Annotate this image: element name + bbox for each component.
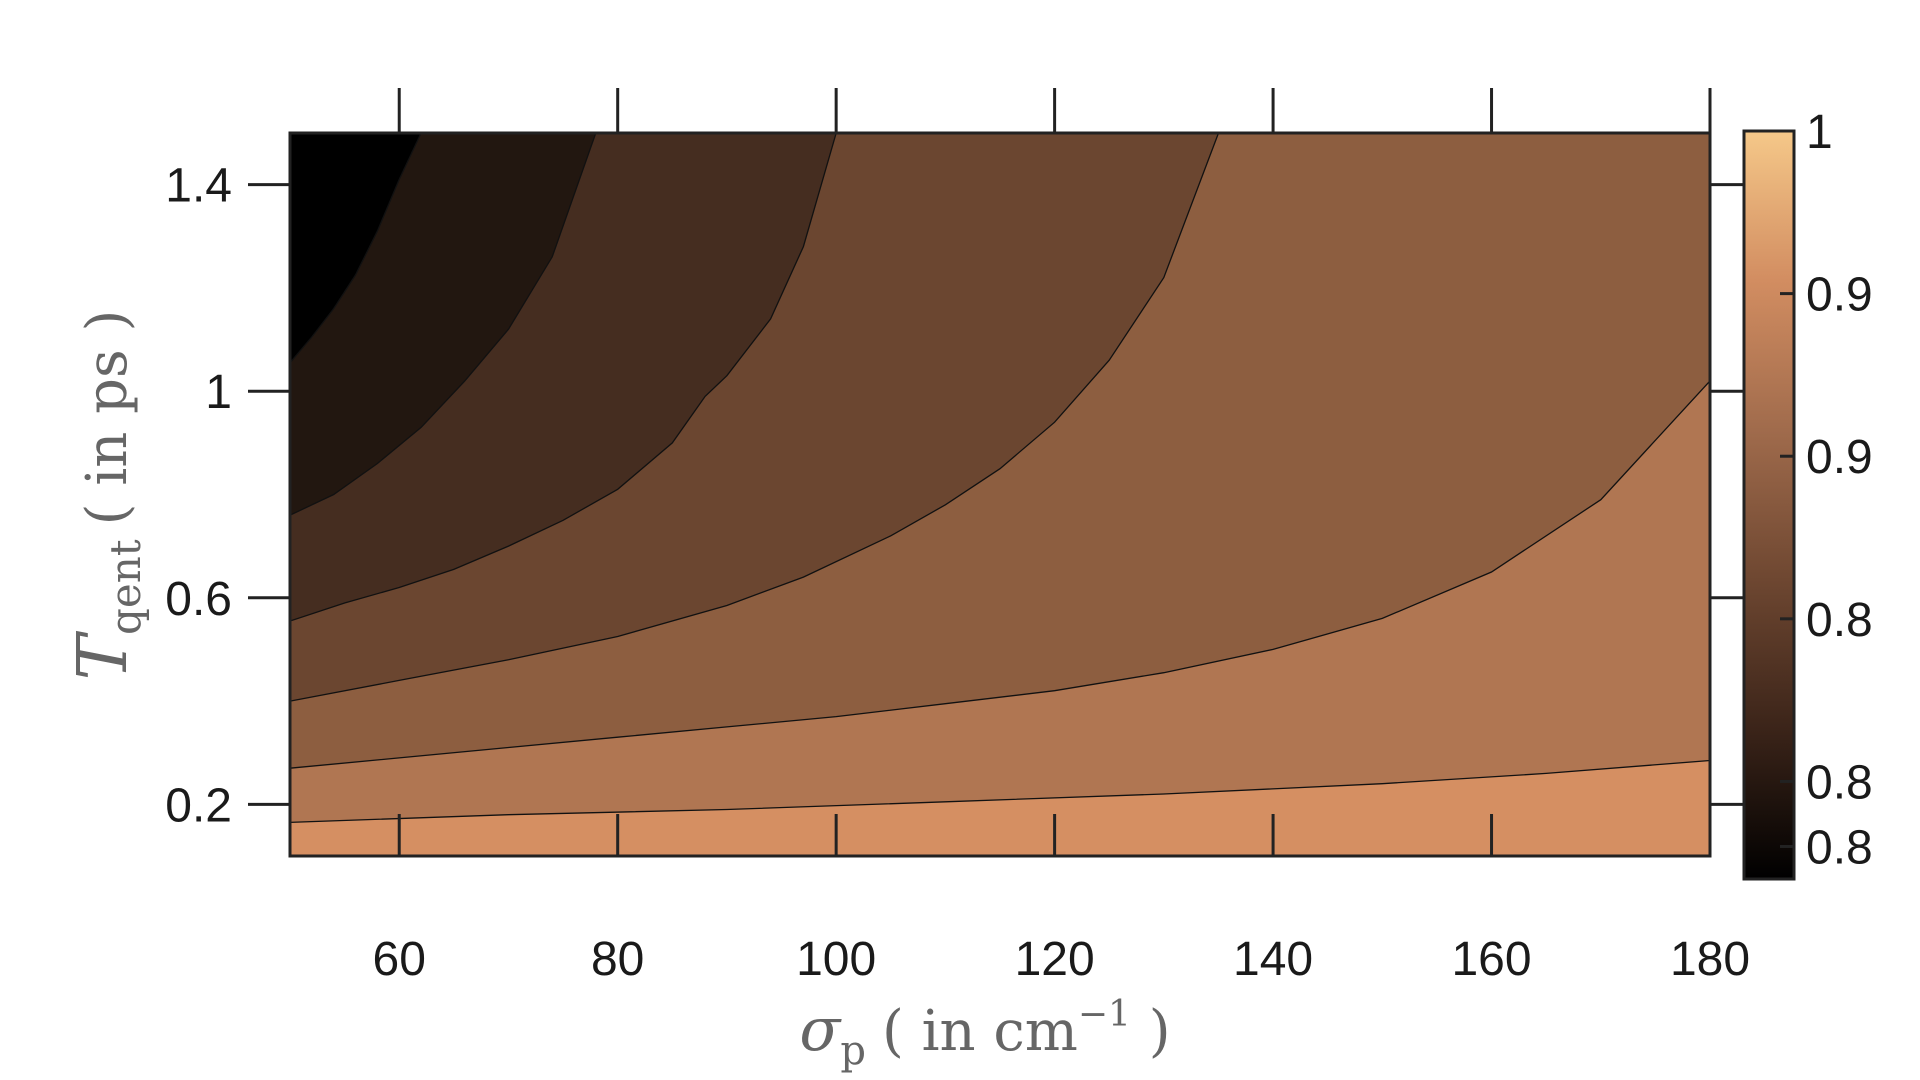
contour-line-2 bbox=[290, 133, 597, 516]
x-tick-label: 140 bbox=[1233, 933, 1313, 986]
x-tick-label: 160 bbox=[1451, 933, 1531, 986]
contour-line-4 bbox=[290, 133, 1220, 702]
x-tick-label: 60 bbox=[373, 933, 426, 986]
x-axis-unit-suffix: ) bbox=[1131, 999, 1171, 1064]
colorbar bbox=[1742, 129, 1796, 881]
colorbar-tick-label: 0.8 bbox=[1806, 821, 1873, 874]
colorbar-tick-label: 0.8 bbox=[1806, 756, 1873, 809]
x-tick-label: 100 bbox=[796, 933, 876, 986]
contour-lines bbox=[290, 133, 1710, 824]
x-tick-label: 180 bbox=[1670, 933, 1750, 986]
y-tick-label: 1 bbox=[205, 366, 232, 419]
contour-region-6 bbox=[290, 760, 1710, 856]
colorbar-tick-label: 1 bbox=[1806, 106, 1833, 159]
colorbar-tick-label: 0.8 bbox=[1806, 594, 1873, 647]
plot-frame bbox=[288, 131, 1712, 858]
y-tick-label: 1.4 bbox=[165, 160, 232, 213]
y-axis-unit: ( in ps ) bbox=[75, 310, 140, 526]
x-axis-label: σp ( in cm−1 ) bbox=[799, 994, 1170, 1074]
x-tick-label: 120 bbox=[1015, 933, 1095, 986]
x-axis: 60 80 100 120 140 160 180 bbox=[373, 88, 1750, 986]
contour-region-5 bbox=[290, 380, 1710, 856]
contour-line-6 bbox=[290, 759, 1710, 824]
y-tick-label: 0.2 bbox=[165, 779, 232, 832]
x-axis-symbol: σ bbox=[799, 995, 842, 1065]
y-axis-symbol: T bbox=[64, 630, 143, 680]
contour-fills bbox=[290, 133, 1710, 856]
contour-line-3 bbox=[290, 133, 837, 622]
x-tick-label: 80 bbox=[591, 933, 644, 986]
y-axis-subscript: qent bbox=[101, 539, 150, 635]
contour-line-5 bbox=[290, 380, 1710, 769]
x-axis-subscript: p bbox=[840, 1028, 866, 1074]
y-axis: 0.2 0.6 1 1.4 bbox=[165, 160, 1752, 832]
x-axis-unit-prefix: ( in cm bbox=[882, 999, 1078, 1064]
contour-line-1 bbox=[290, 133, 422, 364]
colorbar-tick-label: 0.9 bbox=[1806, 431, 1873, 484]
y-axis-label: Tqent ( in ps ) bbox=[64, 310, 150, 681]
colorbar-ticks: 1 0.9 0.9 0.8 0.8 0.8 bbox=[1780, 106, 1873, 874]
x-axis-superscript: −1 bbox=[1078, 994, 1131, 1035]
y-tick-label: 0.6 bbox=[165, 573, 232, 626]
colorbar-tick-label: 0.9 bbox=[1806, 269, 1873, 322]
